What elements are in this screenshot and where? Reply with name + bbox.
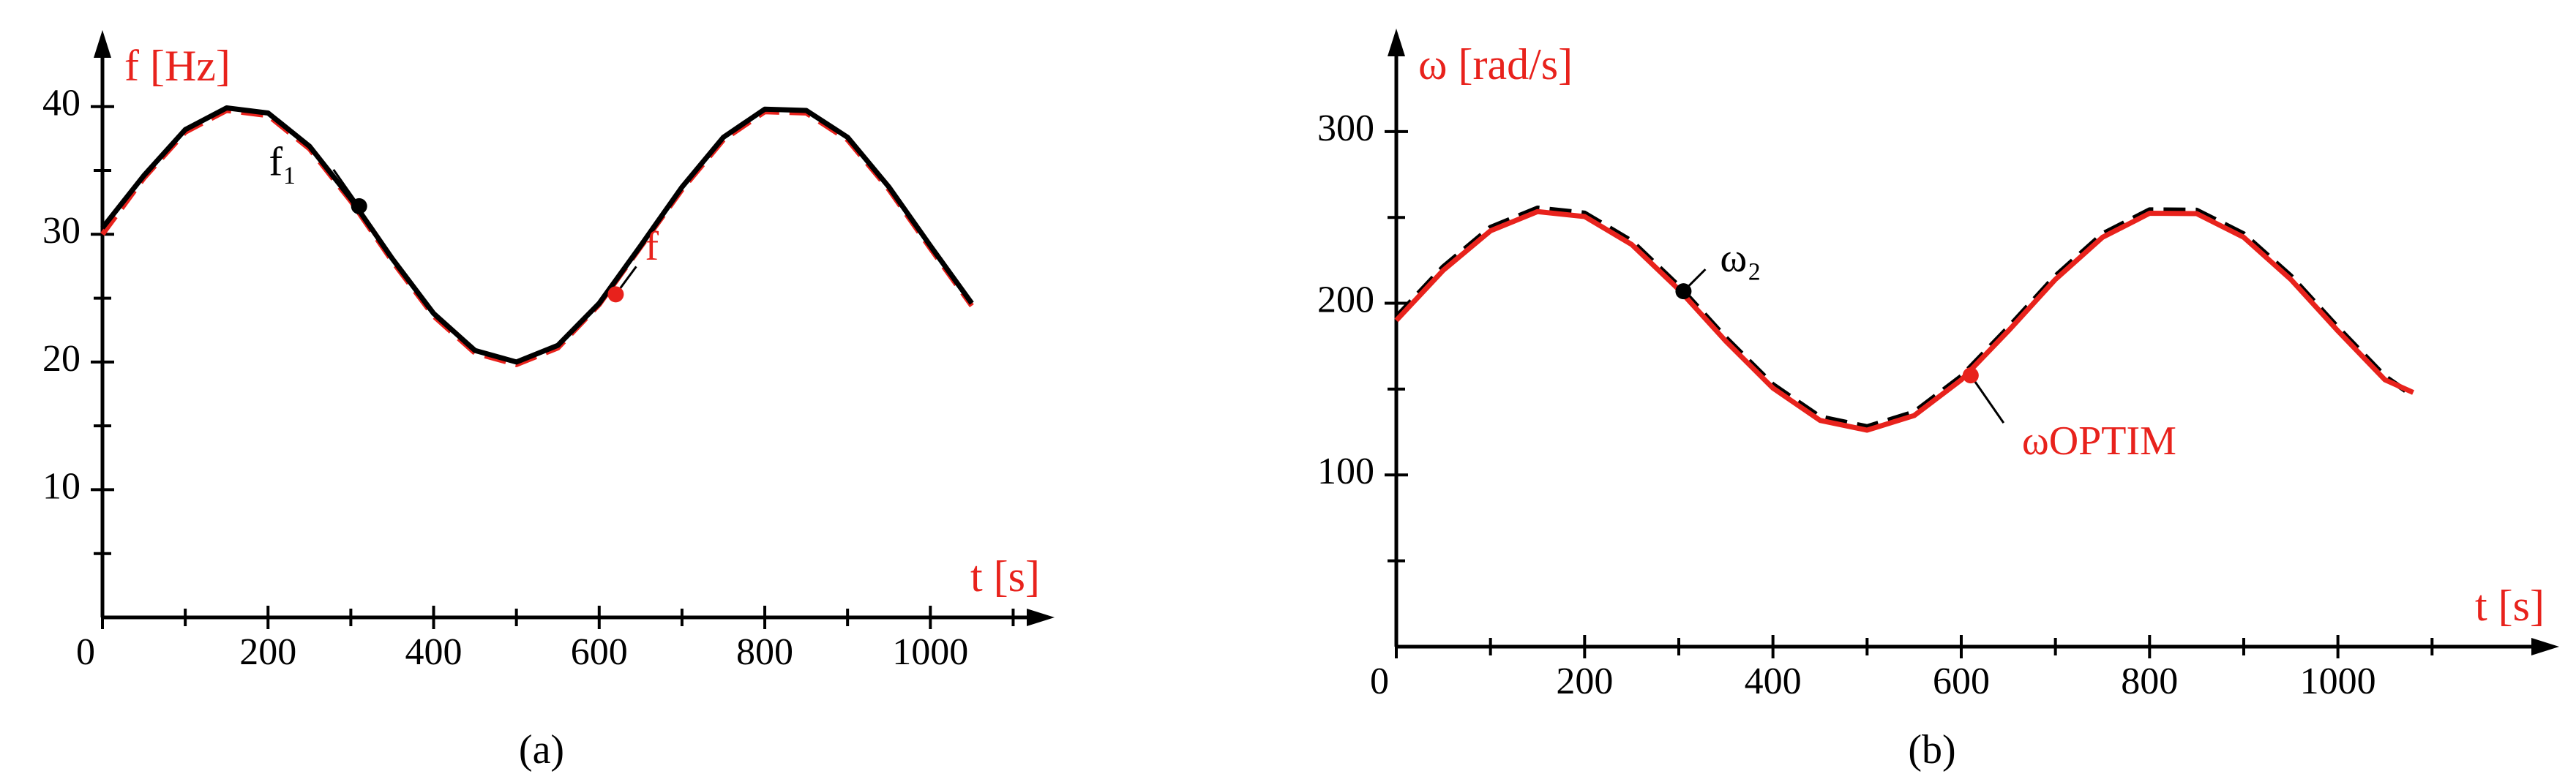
leader-line <box>1969 375 2005 424</box>
x-tick-label: 200 <box>239 631 296 673</box>
series-label: ωOPTIM <box>2022 418 2176 464</box>
series-line <box>1394 208 2415 433</box>
y-axis-label: f [Hz] <box>124 42 231 90</box>
x-tick-label: 600 <box>571 631 628 673</box>
x-axis-label: t [s] <box>970 552 1040 601</box>
y-axis-label: ω [rad/s] <box>1418 40 1573 89</box>
series-line <box>100 108 974 367</box>
y-tick-label: 300 <box>1317 108 1374 149</box>
x-axis-label: t [s] <box>2475 582 2545 630</box>
x-tick-label: 400 <box>1745 661 1802 702</box>
marker-point <box>351 198 367 214</box>
y-tick-label: 10 <box>42 465 80 507</box>
y-axis-arrow <box>94 30 111 58</box>
x-axis-arrow <box>2531 638 2559 655</box>
panel-label: (a) <box>519 727 564 772</box>
x-axis-arrow <box>1027 609 1055 626</box>
x-tick-label: 0 <box>76 631 95 673</box>
marker-point <box>1675 283 1692 300</box>
x-tick-label: 1000 <box>2300 661 2376 702</box>
panel-label: (b) <box>1908 727 1955 772</box>
y-tick-label: 40 <box>42 83 80 124</box>
marker-point <box>1962 367 1979 384</box>
x-tick-label: 0 <box>1370 661 1389 702</box>
marker-point <box>607 286 624 303</box>
series-label: f₁ <box>269 140 297 185</box>
x-tick-label: 800 <box>2121 661 2178 702</box>
series-label: ω₂ <box>1720 236 1761 281</box>
y-axis-arrow <box>1388 29 1405 56</box>
series-label: f <box>645 224 659 269</box>
y-tick-label: 100 <box>1317 451 1374 492</box>
x-tick-label: 400 <box>405 631 463 673</box>
x-tick-label: 200 <box>1556 661 1613 702</box>
y-tick-label: 30 <box>42 210 80 252</box>
x-tick-label: 600 <box>1933 661 1990 702</box>
x-tick-label: 800 <box>736 631 793 673</box>
x-tick-label: 1000 <box>892 631 968 673</box>
series-line <box>1394 206 2415 429</box>
y-tick-label: 20 <box>42 338 80 380</box>
y-tick-label: 200 <box>1317 279 1374 320</box>
series-line <box>100 105 974 365</box>
